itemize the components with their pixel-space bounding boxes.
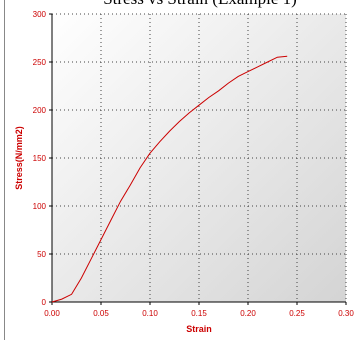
x-tick-label: 0.30 <box>338 309 354 318</box>
y-tick-label: 300 <box>33 10 47 19</box>
x-tick-label: 0.15 <box>191 309 207 318</box>
x-tick-label: 0.00 <box>44 309 60 318</box>
y-tick-label: 200 <box>33 106 47 115</box>
y-tick-label: 100 <box>33 202 47 211</box>
data-line <box>51 55 288 303</box>
x-tick-label: 0.20 <box>240 309 256 318</box>
x-axis-label: Strain <box>186 324 212 334</box>
y-tick-label: 50 <box>37 250 46 259</box>
x-tick-label: 0.05 <box>93 309 109 318</box>
y-tick-label: 150 <box>33 154 47 163</box>
chart-title: Stress vs Strain (Example 1) <box>103 0 297 8</box>
y-axis-label: Stress(N/mm2) <box>14 126 24 190</box>
y-tick-label: 250 <box>33 58 47 67</box>
x-tick-label: 0.10 <box>142 309 158 318</box>
x-tick-label: 0.25 <box>289 309 305 318</box>
y-tick-label: 0 <box>42 298 47 307</box>
